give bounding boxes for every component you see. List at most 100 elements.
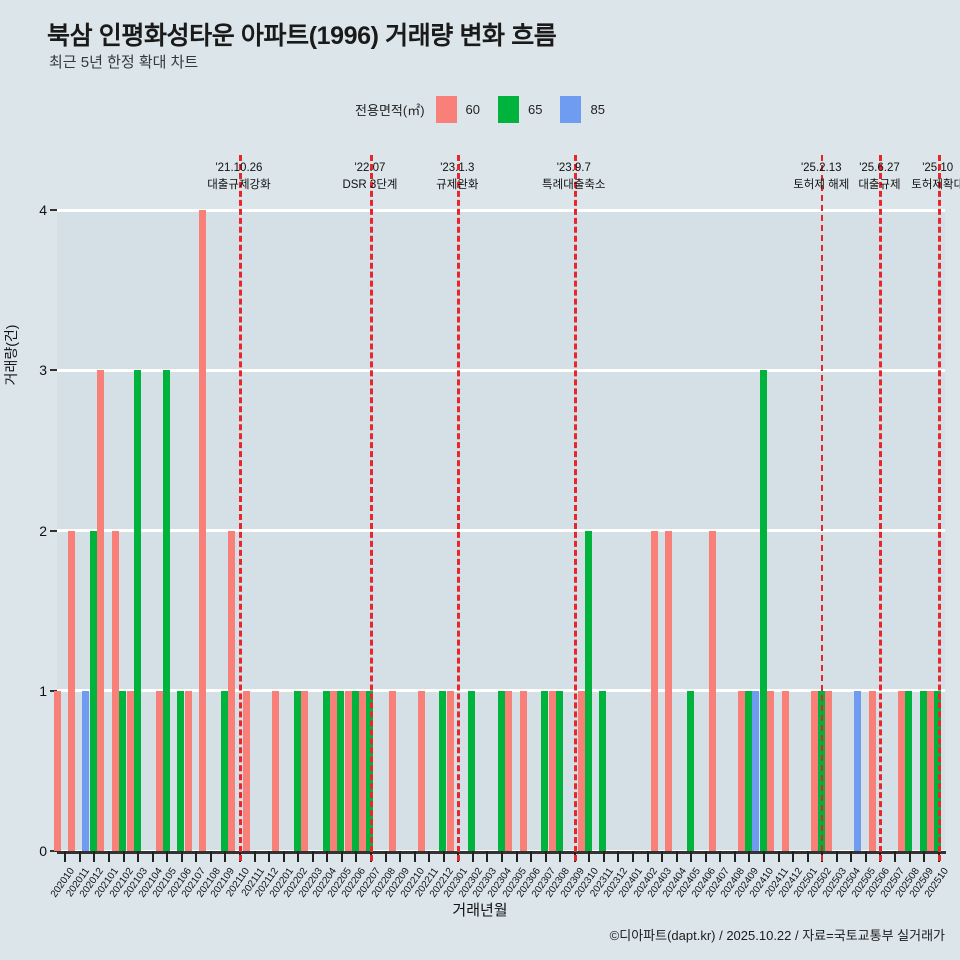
- x-tick-mark: [413, 851, 416, 862]
- bar[interactable]: [243, 690, 251, 851]
- bar[interactable]: [744, 690, 752, 851]
- bar[interactable]: [97, 370, 105, 851]
- bar[interactable]: [759, 370, 767, 851]
- bar[interactable]: [162, 370, 170, 851]
- legend-item-65[interactable]: 65: [498, 96, 542, 123]
- bar[interactable]: [868, 690, 876, 851]
- bar[interactable]: [577, 690, 585, 851]
- bar[interactable]: [155, 690, 163, 851]
- event-label-202506: '25.6.27 대출규제: [819, 160, 939, 194]
- bar[interactable]: [650, 530, 658, 851]
- event-date: '25.10: [922, 162, 954, 174]
- bar[interactable]: [548, 690, 556, 851]
- bar[interactable]: [446, 690, 454, 851]
- event-line-202510: [937, 155, 941, 861]
- bar[interactable]: [555, 690, 563, 851]
- legend-swatch-65: [498, 96, 520, 123]
- bar[interactable]: [599, 690, 607, 851]
- bar[interactable]: [686, 690, 694, 851]
- bar[interactable]: [53, 690, 61, 851]
- bar[interactable]: [767, 690, 775, 851]
- bar[interactable]: [439, 690, 447, 851]
- legend-item-60[interactable]: 60: [435, 96, 480, 123]
- bar[interactable]: [184, 690, 192, 851]
- bar[interactable]: [359, 690, 367, 851]
- y-tick-label-1: 1: [39, 682, 47, 699]
- bar[interactable]: [825, 690, 833, 851]
- bar[interactable]: [519, 690, 527, 851]
- x-tick-mark: [151, 851, 154, 862]
- legend-swatch-60: [435, 96, 457, 123]
- x-tick-mark: [297, 851, 300, 862]
- bar[interactable]: [330, 690, 338, 851]
- event-label-202502: '25.2.13 토허제 해제: [761, 160, 881, 194]
- bar[interactable]: [293, 690, 301, 851]
- bar[interactable]: [468, 690, 476, 851]
- plot-area: [53, 155, 945, 861]
- bar[interactable]: [82, 690, 90, 851]
- bar[interactable]: [919, 690, 927, 851]
- bar[interactable]: [853, 690, 861, 851]
- bar[interactable]: [68, 530, 76, 851]
- bar[interactable]: [112, 530, 119, 851]
- bar[interactable]: [199, 210, 207, 851]
- x-tick-mark: [719, 851, 722, 862]
- bar[interactable]: [119, 690, 126, 851]
- bar[interactable]: [665, 530, 673, 851]
- x-tick-mark: [107, 851, 110, 862]
- event-line-202110: [238, 155, 242, 861]
- bar[interactable]: [417, 690, 425, 851]
- bar[interactable]: [220, 690, 228, 851]
- bar[interactable]: [388, 690, 396, 851]
- event-date: '25.6.27: [859, 162, 900, 174]
- x-tick-mark: [588, 851, 591, 862]
- bar[interactable]: [228, 530, 236, 851]
- x-tick-mark: [93, 851, 96, 862]
- bar[interactable]: [272, 690, 280, 851]
- bar[interactable]: [505, 690, 513, 851]
- x-tick-mark: [792, 851, 795, 862]
- x-tick-mark: [340, 851, 343, 862]
- event-line-202506: [879, 155, 883, 861]
- bar[interactable]: [322, 690, 330, 851]
- bar[interactable]: [781, 690, 789, 851]
- bar[interactable]: [497, 690, 505, 851]
- bar[interactable]: [351, 690, 359, 851]
- x-tick-mark: [544, 851, 547, 862]
- bar[interactable]: [126, 690, 134, 851]
- x-tick-mark: [835, 851, 838, 862]
- x-tick-mark: [617, 851, 620, 862]
- bar[interactable]: [708, 530, 716, 851]
- y-axis-title: 거래량(건): [3, 324, 19, 386]
- y-tick-label-2: 2: [39, 522, 47, 539]
- bar[interactable]: [927, 690, 935, 851]
- event-date: '22.07: [354, 162, 386, 174]
- bar[interactable]: [751, 690, 759, 851]
- x-tick-mark: [224, 851, 227, 862]
- x-tick-mark: [326, 851, 329, 862]
- x-tick-mark: [661, 851, 664, 862]
- x-tick-mark: [355, 851, 358, 862]
- x-tick-mark: [777, 851, 780, 862]
- x-tick-mark: [733, 851, 736, 862]
- bar[interactable]: [344, 690, 352, 851]
- x-tick-mark: [209, 851, 212, 862]
- bar[interactable]: [301, 690, 309, 851]
- y-tick-label-0: 0: [39, 843, 47, 859]
- bar[interactable]: [810, 690, 818, 851]
- bar[interactable]: [584, 530, 592, 851]
- bar[interactable]: [541, 690, 549, 851]
- bar[interactable]: [337, 690, 345, 851]
- x-tick-mark: [137, 851, 140, 862]
- y-tick-mark-0: [50, 850, 57, 852]
- bar[interactable]: [177, 690, 185, 851]
- legend-item-85[interactable]: 85: [560, 96, 605, 123]
- x-tick-mark: [748, 851, 751, 862]
- bar[interactable]: [89, 530, 97, 851]
- bar[interactable]: [737, 690, 745, 851]
- bar[interactable]: [905, 690, 913, 851]
- x-tick-mark: [690, 851, 693, 862]
- bar[interactable]: [133, 370, 141, 851]
- event-line-202207: [369, 155, 373, 861]
- bar[interactable]: [898, 690, 906, 851]
